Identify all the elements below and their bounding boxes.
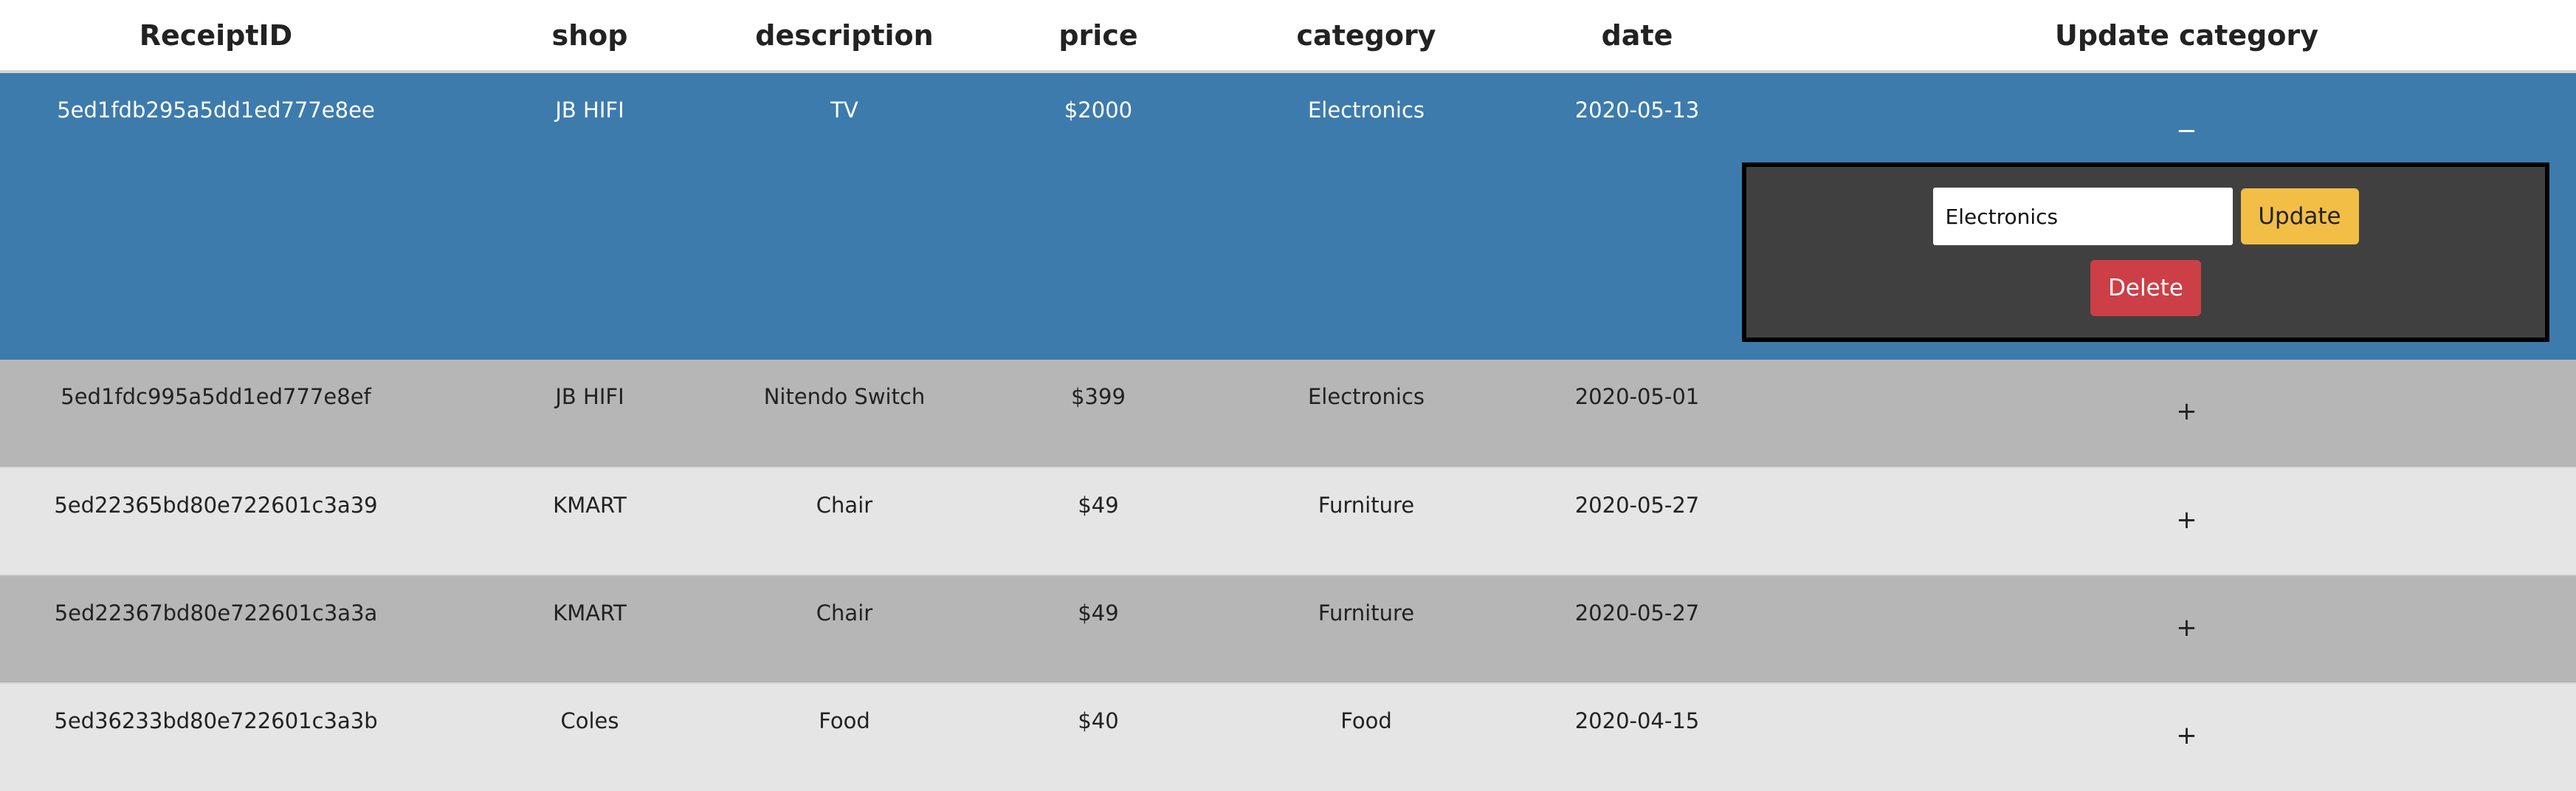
cell-shop: KMART	[553, 493, 627, 518]
cell-update-category: +	[1797, 683, 2576, 791]
cell-update-category: +	[1797, 360, 2576, 468]
cell-price: $2000	[1064, 97, 1133, 123]
delete-button[interactable]: Delete	[2090, 260, 2201, 316]
cell-description: Chair	[816, 600, 873, 626]
cell-receipt-id: 5ed22367bd80e722601c3a3a	[54, 600, 378, 626]
cell-price: $40	[1078, 708, 1119, 733]
cell-description: Food	[819, 708, 870, 733]
cell-update-category: +	[1797, 468, 2576, 575]
table-header: ReceiptID shop description price categor…	[0, 0, 2576, 72]
header-shop: shop	[551, 18, 628, 52]
cell-date: 2020-05-27	[1574, 600, 1700, 626]
cell-date: 2020-04-15	[1574, 708, 1700, 733]
header-description: description	[755, 18, 934, 52]
cell-shop: JB HIFI	[555, 97, 624, 123]
header-update-category: Update category	[2055, 18, 2318, 52]
table-body: 5ed1fdb295a5dd1ed777e8ee JB HIFI TV $200…	[0, 72, 2576, 791]
header-row: ReceiptID shop description price categor…	[0, 0, 2576, 72]
edit-line: Update	[1746, 188, 2545, 245]
cell-price: $49	[1078, 600, 1119, 626]
table-row[interactable]: 5ed22367bd80e722601c3a3a KMART Chair $49…	[0, 575, 2576, 683]
cell-update-category: +	[1797, 575, 2576, 683]
table-row[interactable]: 5ed1fdc995a5dd1ed777e8ef JB HIFI Nitendo…	[0, 360, 2576, 468]
cell-date: 2020-05-01	[1574, 384, 1700, 409]
header-date: date	[1601, 18, 1673, 52]
expand-toggle[interactable]: +	[2176, 505, 2197, 535]
cell-category: Electronics	[1307, 384, 1425, 409]
update-button[interactable]: Update	[2240, 188, 2359, 244]
cell-category: Furniture	[1318, 493, 1415, 518]
table-row[interactable]: 5ed22365bd80e722601c3a39 KMART Chair $49…	[0, 468, 2576, 575]
cell-receipt-id: 5ed36233bd80e722601c3a3b	[54, 708, 378, 733]
category-edit-panel: Update Delete	[1742, 162, 2549, 342]
table-row[interactable]: 5ed36233bd80e722601c3a3b Coles Food $40 …	[0, 683, 2576, 791]
cell-category: Furniture	[1318, 600, 1415, 626]
cell-description: Nitendo Switch	[763, 384, 926, 409]
cell-description: Chair	[816, 493, 873, 518]
cell-description: TV	[830, 97, 858, 123]
expand-toggle[interactable]: +	[2176, 721, 2197, 750]
cell-category: Electronics	[1307, 97, 1425, 123]
cell-price: $49	[1078, 493, 1119, 518]
expand-toggle[interactable]: +	[2176, 613, 2197, 643]
cell-update-category: − Update Delete	[1742, 72, 2576, 360]
cell-receipt-id: 5ed22365bd80e722601c3a39	[54, 493, 378, 518]
cell-price: $399	[1071, 384, 1126, 409]
header-category: category	[1296, 18, 1436, 52]
cell-date: 2020-05-13	[1574, 97, 1700, 123]
cell-date: 2020-05-27	[1574, 493, 1700, 518]
header-price: price	[1058, 18, 1138, 52]
cell-shop: JB HIFI	[555, 384, 624, 409]
cell-shop: KMART	[553, 600, 627, 626]
collapse-toggle[interactable]: −	[2176, 116, 2197, 145]
cell-receipt-id: 5ed1fdb295a5dd1ed777e8ee	[57, 97, 375, 123]
header-receipt-id: ReceiptID	[139, 18, 293, 52]
table-row-selected[interactable]: 5ed1fdb295a5dd1ed777e8ee JB HIFI TV $200…	[0, 72, 2576, 360]
expand-toggle[interactable]: +	[2176, 397, 2197, 426]
category-input[interactable]	[1932, 188, 2233, 245]
cell-category: Food	[1340, 708, 1392, 733]
cell-receipt-id: 5ed1fdc995a5dd1ed777e8ef	[61, 384, 371, 409]
cell-shop: Coles	[560, 708, 619, 733]
